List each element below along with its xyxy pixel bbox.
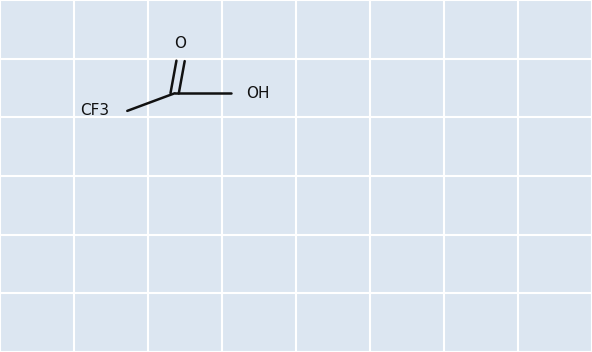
Text: OH: OH <box>246 86 269 101</box>
Text: O: O <box>175 36 186 51</box>
Text: CF3: CF3 <box>81 103 110 118</box>
